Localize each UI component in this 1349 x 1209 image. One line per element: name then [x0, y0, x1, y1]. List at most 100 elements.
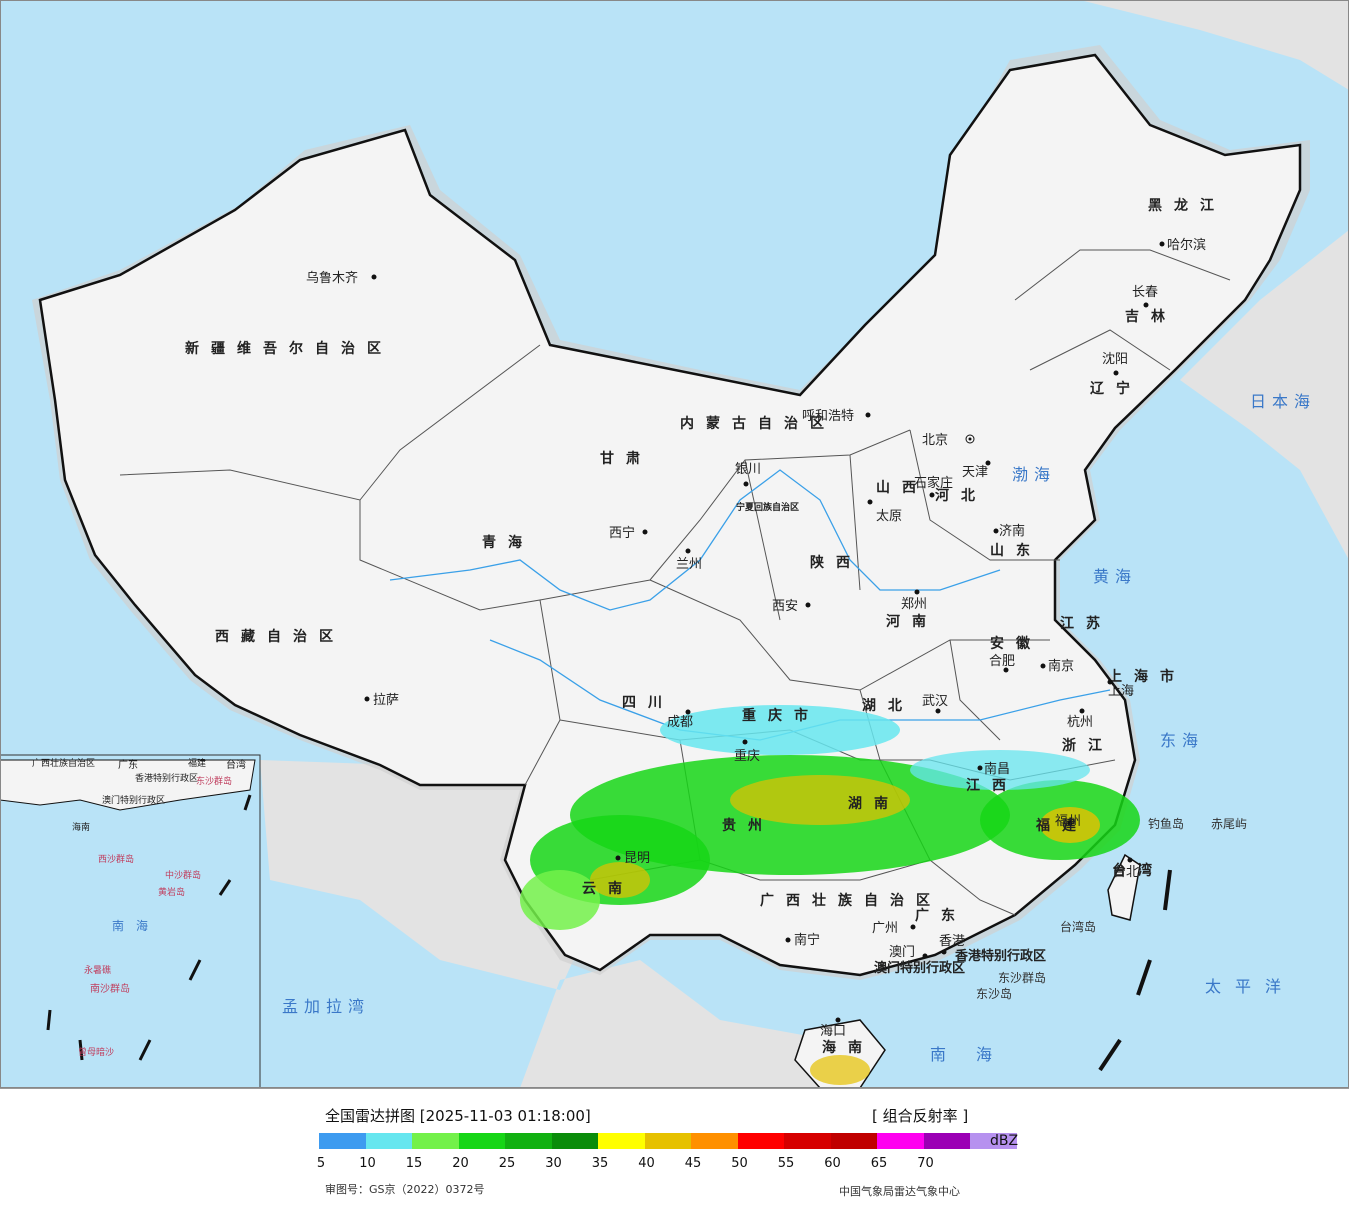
scale-tick-label: 15	[405, 1156, 423, 1171]
color-swatch	[923, 1133, 970, 1149]
sea-label: 孟加拉湾	[282, 997, 370, 1016]
city-shijiazhuang: 石家庄	[914, 475, 953, 498]
taiwan-island	[1107, 853, 1141, 921]
province-label: 辽宁	[1090, 380, 1142, 397]
inset-label: 南海	[112, 918, 160, 933]
city-label: 西安	[772, 599, 798, 614]
city-shanghai: 上海	[1107, 679, 1134, 699]
color-swatch	[319, 1133, 366, 1149]
province-label: 云南	[582, 880, 634, 897]
city-label: 澳门	[889, 944, 915, 960]
city-beijing: 北京	[922, 433, 975, 448]
city-label: 太原	[876, 509, 902, 524]
province-label: 新疆维吾尔自治区	[185, 340, 393, 357]
province-label: 江苏	[1060, 615, 1112, 632]
city-kunming: 昆明	[615, 851, 650, 866]
sea-label: 东海	[1160, 731, 1204, 750]
city-label: 济南	[999, 523, 1025, 539]
inset-label: 永暑礁	[84, 964, 111, 976]
province-label: 湖南	[848, 795, 900, 812]
province-label: 广东	[915, 907, 967, 924]
scale-tick-label: 10	[359, 1156, 376, 1171]
island-label: 澳门特别行政区	[874, 960, 965, 976]
province-label: 陕西	[810, 554, 862, 571]
city-lhasa: 拉萨	[364, 693, 399, 708]
sea-label: 太平洋	[1205, 977, 1295, 996]
inset-label: 西沙群岛	[98, 853, 134, 865]
province-label: 海南	[822, 1039, 874, 1056]
sea-label: 日本海	[1250, 392, 1316, 411]
province-label: 山西	[876, 480, 928, 496]
city-label: 昆明	[624, 851, 650, 866]
city-lanzhou: 兰州	[676, 548, 702, 572]
province-label: 湖北	[862, 698, 914, 714]
city-yinchuan: 银川	[735, 462, 761, 487]
color-swatch	[458, 1133, 505, 1149]
city-taipei: 台北	[1113, 857, 1139, 880]
city-zhengzhou: 郑州	[901, 589, 927, 612]
inset-label: 广东	[118, 758, 138, 771]
legend-title: 全国雷达拼图 [2025-11-03 01:18:00]	[325, 1107, 591, 1125]
city-changchun: 长春	[1132, 285, 1158, 308]
review-number: 审图号：GS京（2022）0372号	[325, 1183, 485, 1196]
color-swatch	[830, 1133, 877, 1149]
city-label: 南京	[1048, 658, 1074, 674]
scale-tick-label: 65	[870, 1156, 888, 1171]
sea-label: 黄海	[1093, 567, 1137, 586]
sea-label: 南海	[930, 1045, 1022, 1064]
island-labels: 钓鱼岛 赤尾屿 台湾岛 东沙群岛 东沙岛 香港特别行政区 澳门特别行政区	[874, 816, 1247, 1001]
city-chongqing: 重庆	[734, 739, 760, 764]
sea-label: 渤海	[1012, 465, 1056, 484]
scale-tick-label: 60	[824, 1156, 841, 1171]
city-label: 拉萨	[373, 693, 399, 708]
scale-tick-label: 30	[545, 1156, 562, 1171]
city-label: 郑州	[901, 597, 927, 612]
island-label: 香港特别行政区	[954, 948, 1046, 964]
city-jinan: 济南	[993, 523, 1025, 539]
city-label: 沈阳	[1102, 352, 1128, 367]
province-label: 黑龙江	[1148, 197, 1226, 214]
province-label: 台湾	[1112, 862, 1164, 879]
nine-dash-line	[1098, 869, 1172, 1072]
scale-tick-label: 5	[316, 1156, 326, 1171]
inset-label: 曾母暗沙	[78, 1046, 114, 1058]
city-label: 成都	[667, 715, 693, 730]
inset-label: 澳门特别行政区	[102, 794, 165, 806]
province-label: 上海市	[1108, 668, 1186, 685]
sea-labels: 日本海 渤海 黄海 东海 太平洋 南海 孟加拉湾	[282, 392, 1316, 1064]
city-label: 兰州	[676, 557, 702, 572]
province-label: 江西	[966, 777, 1018, 794]
inset-land	[0, 759, 256, 811]
province-label: 西藏自治区	[215, 628, 345, 645]
city-xian: 西安	[772, 599, 811, 614]
island-label: 东沙群岛	[998, 970, 1046, 985]
city-label: 北京	[922, 433, 948, 448]
scale-tick-label: 55	[777, 1156, 795, 1171]
inset-label: 海南	[72, 821, 90, 833]
legend-product: [ 组合反射率 ]	[872, 1107, 969, 1125]
china-land	[38, 53, 1302, 977]
province-label: 河南	[886, 613, 938, 630]
city-label: 南昌	[984, 761, 1010, 777]
color-swatch	[412, 1133, 459, 1149]
island-label: 赤尾屿	[1211, 817, 1247, 831]
city-label: 重庆	[734, 748, 760, 764]
city-harbin: 哈尔滨	[1159, 237, 1206, 253]
legend-unit: dBZ	[990, 1133, 1019, 1149]
color-swatch	[877, 1133, 924, 1149]
city-tianjin: 天津	[962, 460, 991, 480]
city-shenyang: 沈阳	[1102, 352, 1128, 376]
scale-tick-label: 20	[452, 1156, 469, 1171]
province-label: 吉林	[1125, 308, 1177, 325]
province-label: 河北	[935, 487, 987, 504]
inset-label: 香港特别行政区	[135, 772, 198, 784]
city-urumqi: 乌鲁木齐	[306, 270, 377, 286]
city-label: 香港	[939, 934, 965, 949]
inset-labels: 广西壮族自治区 广东 福建 台湾 香港特别行政区 澳门特别行政区 东沙群岛 海南…	[32, 757, 246, 1058]
province-label: 四川	[622, 695, 674, 711]
radar-map: 新疆维吾尔自治区 西藏自治区 青海 甘肃 内蒙古自治区 四川 黑龙江 吉林 辽宁…	[0, 0, 1349, 1088]
city-haikou: 海口	[820, 1017, 846, 1039]
city-label: 广州	[872, 921, 898, 936]
inset-label: 广西壮族自治区	[32, 757, 95, 769]
city-nanjing: 南京	[1040, 658, 1074, 674]
